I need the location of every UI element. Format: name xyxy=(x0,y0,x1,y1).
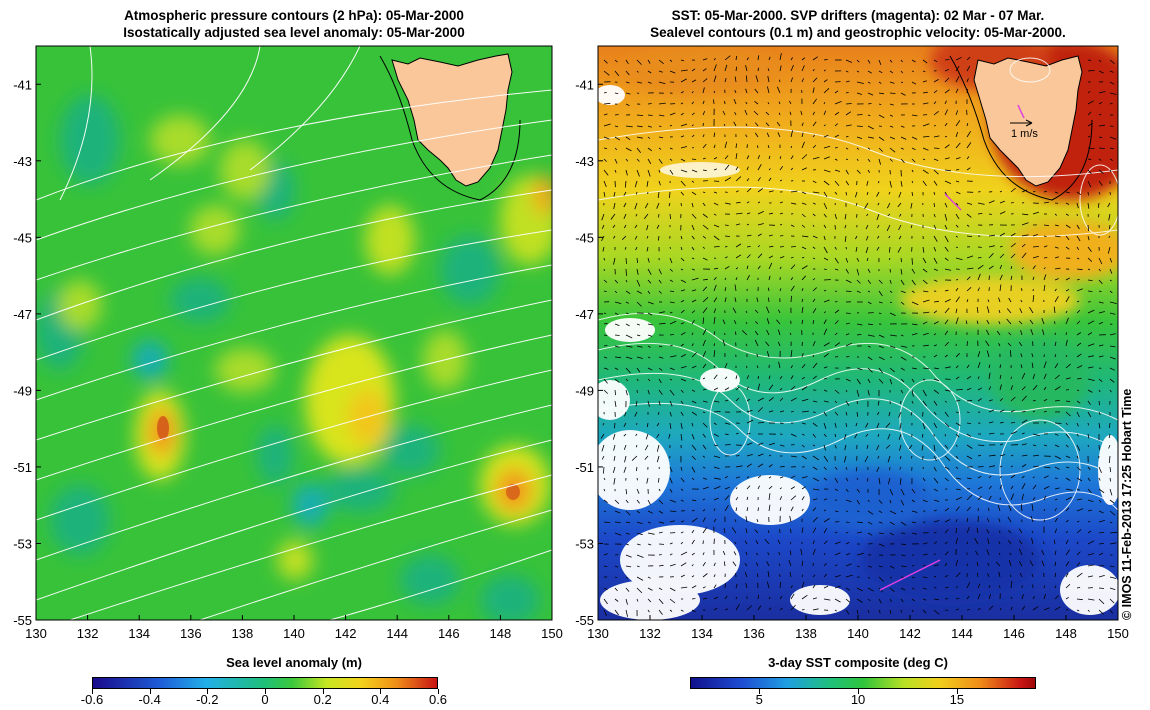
left-x-tick-label: 130 xyxy=(25,626,47,640)
left-x-tick-label: 144 xyxy=(386,626,408,640)
right-y-tick-label: -55 xyxy=(575,613,594,628)
right-x-tick-label: 142 xyxy=(899,626,921,640)
left-x-tick-label: 138 xyxy=(232,626,254,640)
left-x-tick-label: 140 xyxy=(283,626,305,640)
left-y-tick-label: -51 xyxy=(13,460,32,475)
left-colorbar-tick xyxy=(380,689,382,694)
right-x-tick-label: 136 xyxy=(743,626,765,640)
right-x-tick-label: 138 xyxy=(795,626,817,640)
right-y-tick-label: -41 xyxy=(575,77,594,92)
sst-colorbar xyxy=(690,677,1036,689)
svp-drifter-tracks xyxy=(879,104,1025,591)
left-colorbar-tick xyxy=(322,689,324,694)
left-title-line1: Atmospheric pressure contours (2 hPa): 0… xyxy=(124,8,464,23)
right-colorbar-tick-label: 15 xyxy=(949,692,965,707)
left-colorbar-tick-label: -0.6 xyxy=(80,692,104,707)
left-colorbar-tick xyxy=(265,689,266,694)
sst-map: 1 m/s 130 132 134 136 138 140 142 144 146 148 150 -… xyxy=(575,45,1129,640)
right-axis-ticks: 130 132 134 136 138 140 142 144 146 148 150 -41 -43 -… xyxy=(575,77,1129,640)
left-colorbar-tick-label: 0 xyxy=(261,692,269,707)
right-x-tick-label: 144 xyxy=(951,626,973,640)
right-y-tick-label: -47 xyxy=(575,307,594,322)
left-y-tick-label: -47 xyxy=(13,307,32,322)
left-y-tick-label: -49 xyxy=(13,383,32,398)
left-x-tick-label: 150 xyxy=(541,626,563,640)
left-x-tick-label: 142 xyxy=(335,626,357,640)
right-map-plot-area: 1 m/s xyxy=(598,46,1118,620)
left-colorbar-tick-label: 0.4 xyxy=(371,692,390,707)
right-x-tick-label: 150 xyxy=(1107,626,1129,640)
right-y-tick-label: -49 xyxy=(575,383,594,398)
velocity-scale-label: 1 m/s xyxy=(1011,128,1038,140)
right-x-tick-label: 140 xyxy=(847,626,869,640)
right-y-tick-label: -45 xyxy=(575,230,594,245)
left-colorbar-tick-label: 0.6 xyxy=(428,692,448,707)
left-x-tick-label: 146 xyxy=(438,626,460,640)
sea-level-anomaly-map: 130 132 134 136 138 140 142 144 146 148 150 -41 -43 -… xyxy=(13,45,563,640)
imos-credit: © IMOS 11-Feb-2013 17:25 Hobart Time xyxy=(1120,388,1134,620)
left-colorbar-tick xyxy=(207,689,209,694)
left-x-tick-label: 134 xyxy=(128,626,150,640)
left-map-plot-area xyxy=(36,46,552,620)
right-y-tick-label: -51 xyxy=(575,460,594,475)
right-y-tick-label: -53 xyxy=(575,536,594,551)
left-axis-ticks: 130 132 134 136 138 140 142 144 146 148 150 -41 -43 -… xyxy=(13,77,563,640)
right-colorbar-tick-label: 10 xyxy=(850,692,866,707)
geostrophic-velocity-arrows xyxy=(600,53,1117,617)
right-x-tick-label: 146 xyxy=(1003,626,1025,640)
right-colorbar-tick xyxy=(759,689,761,694)
left-y-tick-label: -53 xyxy=(13,536,32,551)
left-y-tick-label: -41 xyxy=(13,77,32,92)
velocity-scale: 1 m/s xyxy=(1010,119,1038,140)
right-x-tick-label: 148 xyxy=(1055,626,1077,640)
tasmania-land xyxy=(391,53,513,187)
left-x-tick-label: 132 xyxy=(77,626,99,640)
sea-level-colorbar xyxy=(92,677,438,689)
left-colorbar-tick-label: -0.4 xyxy=(138,692,161,707)
left-colorbar-tick-label: 0.2 xyxy=(313,692,332,707)
right-title-line2: Sealevel contours (0.1 m) and geostrophi… xyxy=(650,25,1066,40)
left-colorbar-tick xyxy=(438,689,439,694)
right-x-tick-label: 130 xyxy=(587,626,609,640)
left-map-title: Atmospheric pressure contours (2 hPa): 0… xyxy=(36,7,552,41)
left-colorbar-tick xyxy=(92,689,93,694)
right-colorbar-tick xyxy=(858,689,860,694)
left-colorbar-tick xyxy=(149,689,151,694)
right-colorbar-tick-label: 5 xyxy=(755,692,763,707)
right-x-tick-label: 134 xyxy=(691,626,713,640)
right-colorbar-tick xyxy=(956,689,958,694)
left-x-tick-label: 136 xyxy=(180,626,202,640)
left-title-line2: Isostatically adjusted sea level anomaly… xyxy=(123,25,465,40)
right-title-line1: SST: 05-Mar-2000. SVP drifters (magenta)… xyxy=(671,8,1045,23)
left-y-tick-label: -55 xyxy=(13,613,32,628)
left-y-tick-label: -43 xyxy=(13,154,32,169)
right-x-tick-label: 132 xyxy=(639,626,661,640)
left-y-tick-label: -45 xyxy=(13,230,32,245)
right-colorbar-label: 3-day SST composite (deg C) xyxy=(768,655,948,670)
left-colorbar-tick-label: -0.2 xyxy=(196,692,219,707)
left-colorbar-label: Sea level anomaly (m) xyxy=(226,655,362,670)
left-x-tick-label: 148 xyxy=(490,626,512,640)
right-map-title: SST: 05-Mar-2000. SVP drifters (magenta)… xyxy=(598,7,1118,41)
right-y-tick-label: -43 xyxy=(575,154,594,169)
